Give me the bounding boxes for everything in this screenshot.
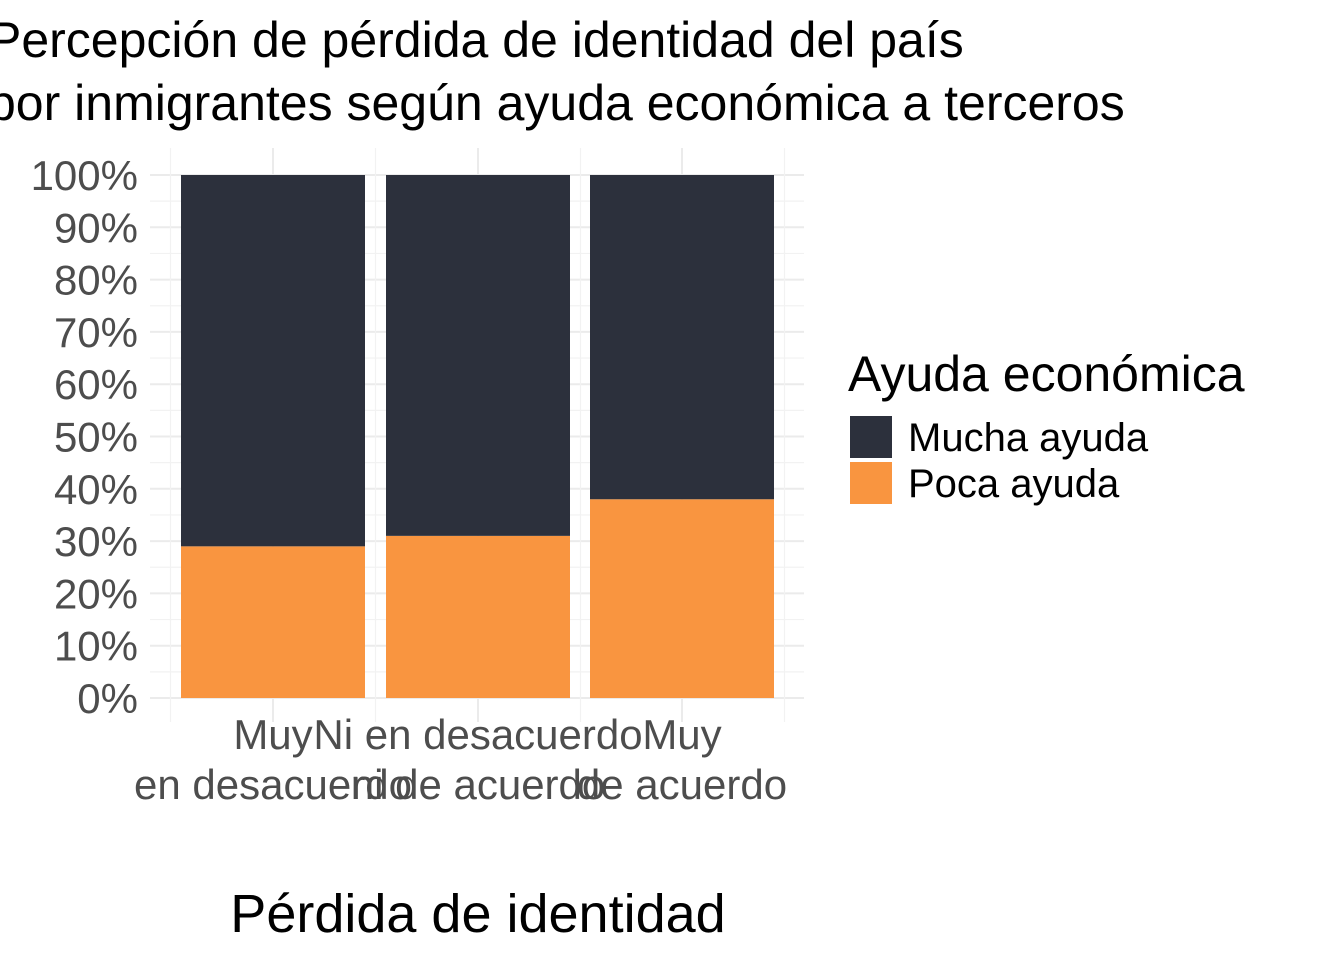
bar-segment-mucha-ayuda-1: [386, 175, 570, 536]
chart-title: Percepción de pérdida de identidad del p…: [0, 12, 1125, 131]
chart-title-line-2: por inmigrantes según ayuda económica a …: [0, 75, 1125, 131]
legend-title: Ayuda económica: [848, 346, 1245, 402]
x-tick-label: ni de acuerdo: [351, 761, 606, 808]
y-tick-label: 60%: [54, 361, 138, 408]
y-tick-label: 80%: [54, 257, 138, 304]
y-tick-label: 100%: [31, 152, 138, 199]
y-tick-label: 40%: [54, 466, 138, 513]
y-tick-label: 0%: [77, 675, 138, 722]
plot-bars: [181, 175, 774, 698]
x-tick-label: de acuerdo: [577, 761, 787, 808]
bar-segment-poca-ayuda-2: [590, 499, 774, 698]
bar-segment-poca-ayuda-1: [386, 535, 570, 698]
y-tick-label: 10%: [54, 623, 138, 670]
y-tick-label: 20%: [54, 570, 138, 617]
y-tick-label: 70%: [54, 309, 138, 356]
bar-segment-mucha-ayuda-0: [181, 175, 365, 547]
bar-segment-poca-ayuda-0: [181, 546, 365, 698]
x-tick-label: Muy: [233, 711, 312, 758]
legend-label: Mucha ayuda: [908, 416, 1149, 460]
y-tick-label: 90%: [54, 204, 138, 251]
bar-segment-mucha-ayuda-2: [590, 175, 774, 500]
y-axis-ticks: 0% 10% 20% 30% 40% 50% 60% 70% 80% 90% 100%: [31, 152, 138, 722]
x-tick-label: Ni en desacuerdo: [313, 711, 642, 758]
y-tick-label: 50%: [54, 414, 138, 461]
legend-swatch: [850, 462, 892, 504]
x-axis-title: Pérdida de identidad: [230, 884, 725, 944]
chart-title-line-1: Percepción de pérdida de identidad del p…: [0, 12, 964, 68]
legend-swatch: [850, 416, 892, 458]
x-tick-label: Muy: [642, 711, 721, 758]
x-tick-label: en desacuerdo: [134, 761, 412, 808]
y-tick-label: 30%: [54, 518, 138, 565]
legend-label: Poca ayuda: [908, 462, 1120, 506]
